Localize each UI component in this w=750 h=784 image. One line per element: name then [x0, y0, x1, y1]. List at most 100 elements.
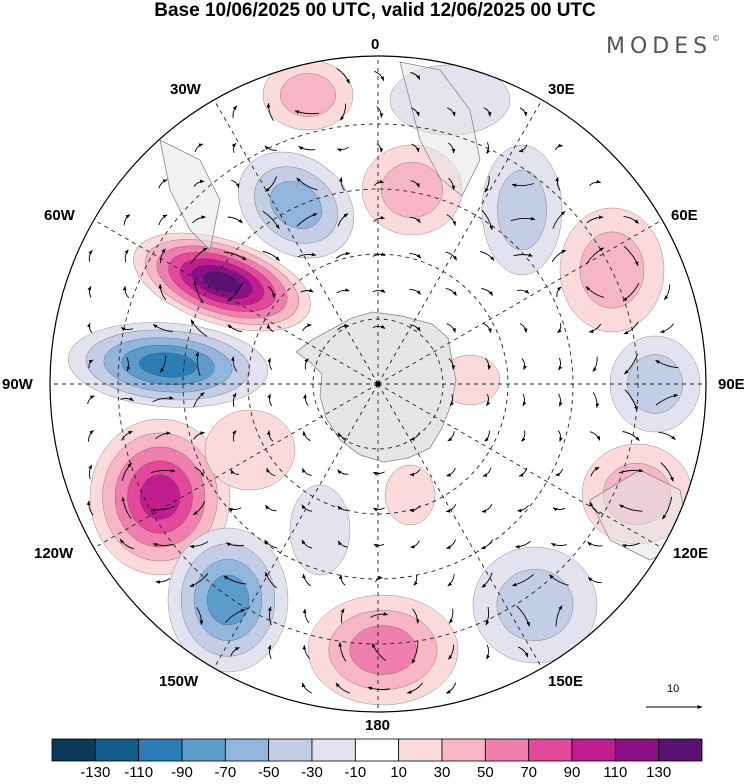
south-pole-marker [375, 381, 381, 387]
wind-arrow [522, 393, 527, 407]
wind-arrow [267, 606, 272, 626]
wind-arrow [409, 216, 421, 223]
wind-arrow [590, 467, 600, 477]
wind-arrow [409, 253, 422, 259]
wind-arrow [160, 248, 166, 264]
meridian-line [213, 383, 379, 669]
wind-arrow [194, 466, 204, 478]
wind-arrow [301, 468, 312, 476]
wind-arrow [265, 571, 277, 589]
wind-arrow [302, 644, 311, 660]
wind-arrow [227, 216, 243, 224]
wind-arrow [448, 644, 455, 660]
wind-arrow [482, 323, 492, 333]
wind-arrow [123, 214, 131, 226]
wind-arrow [298, 146, 316, 151]
wind-arrow [556, 286, 562, 298]
wind-arrow [448, 358, 456, 370]
wind-arrow [587, 541, 603, 547]
negative-anomaly-band [139, 352, 197, 378]
positive-anomaly-band [384, 464, 436, 526]
positive-anomaly-band [349, 625, 417, 675]
lon-label-90e: 90E [718, 376, 745, 393]
wind-arrow [367, 686, 391, 691]
wind-arrow [373, 543, 385, 548]
wind-arrow [337, 469, 349, 475]
wind-arrow [447, 107, 456, 117]
colorbar-swatch [138, 738, 183, 762]
wind-arrow [87, 286, 92, 298]
wind-arrow [521, 358, 527, 371]
wind-arrow [193, 431, 205, 440]
wind-arrow [519, 107, 528, 117]
wind-arrow [588, 576, 602, 584]
wind-arrow [370, 612, 389, 618]
colorbar-swatch [528, 738, 573, 762]
lon-label-0: 0 [371, 36, 380, 53]
wind-arrow [409, 289, 422, 295]
wind-arrow [483, 107, 492, 117]
colorbar-swatch [354, 738, 400, 762]
wind-arrow [484, 430, 490, 442]
wind-arrow [481, 503, 493, 513]
colorbar-swatch [94, 738, 140, 762]
positive-anomaly-band [204, 409, 296, 491]
wind-arrow [374, 179, 385, 186]
wind-arrow [150, 468, 176, 474]
wind-arrow [486, 394, 491, 407]
wind-arrow [150, 505, 176, 512]
wind-arrow [481, 288, 493, 296]
wind-arrow [588, 323, 602, 333]
wind-arrow [264, 539, 278, 549]
map-boundary [49, 55, 707, 713]
wind-arrow [339, 103, 347, 121]
colorbar-tick-label: 130 [646, 764, 672, 781]
wind-arrow [655, 393, 679, 406]
wind-arrow [511, 183, 534, 188]
wind-arrow [119, 538, 134, 550]
wind-arrow [555, 605, 563, 627]
wind-arrow [592, 392, 600, 409]
wind-arrow [192, 501, 206, 516]
wind-arrow [338, 177, 345, 191]
negative-anomaly-band [497, 169, 547, 251]
wind-arrow [413, 574, 418, 586]
wind-arrow [189, 541, 209, 549]
colorbar-swatch [224, 738, 270, 762]
colorbar-tick-label: -50 [257, 764, 280, 781]
wind-arrow [152, 396, 174, 403]
lon-label-120w: 120W [34, 545, 74, 562]
wind-arrow [624, 353, 639, 375]
wind-arrow [586, 215, 604, 224]
wind-arrow [192, 215, 206, 224]
wind-arrow [189, 573, 209, 587]
wind-arrow [372, 324, 386, 329]
wind-arrow [337, 213, 349, 227]
wind-arrow [296, 177, 318, 191]
wind-arrow [266, 430, 274, 442]
wind-arrow [88, 430, 94, 442]
wind-arrow [551, 249, 567, 263]
positive-anomaly-band [380, 162, 444, 218]
wind-arrow [411, 143, 420, 153]
wind-arrow [302, 608, 310, 624]
colorbar-tick-label: 50 [476, 764, 494, 781]
lon-label-180: 180 [365, 717, 391, 734]
wind-arrow [622, 282, 640, 302]
wind-arrow [371, 643, 387, 661]
wind-arrow [660, 462, 674, 482]
antarctica-landmass [159, 61, 691, 561]
negative-anomaly-band [496, 569, 574, 641]
wind-arrow [555, 468, 563, 477]
wind-arrow [267, 644, 272, 659]
wind-arrow [230, 469, 240, 475]
wind-arrow [267, 285, 276, 299]
wind-arrow [301, 682, 312, 694]
negative-anomaly-band [289, 484, 351, 576]
wind-arrow [126, 357, 131, 372]
meridian-line [377, 383, 663, 549]
wind-arrow [152, 543, 173, 547]
wind-arrow [193, 179, 205, 187]
wind-arrow [410, 107, 420, 117]
